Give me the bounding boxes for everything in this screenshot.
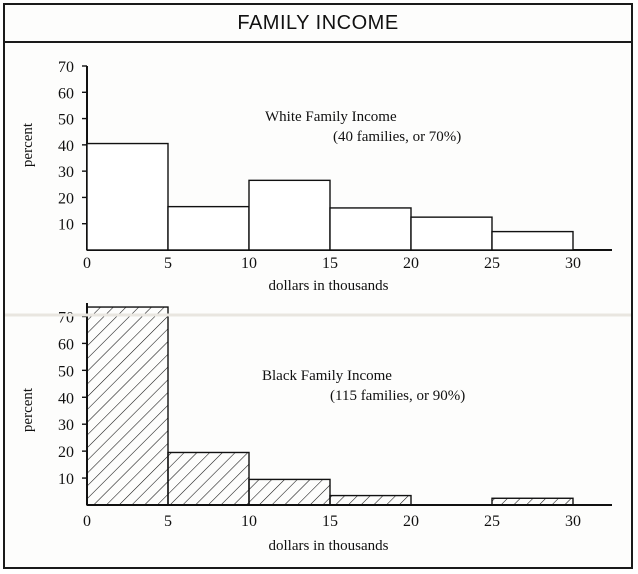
white-bar-0 [86,142,169,251]
black-y-tick-label-5: 60 [58,336,74,353]
white-y-tick-label-2: 30 [58,164,74,181]
white-bar-4 [410,216,493,251]
white-x-axis-label: dollars in thousands [269,278,389,294]
white-x-tick-label-0: 0 [83,255,91,272]
black-x-tick-label-1: 5 [164,513,172,530]
black-bar-1 [167,451,250,506]
page-title: FAMILY INCOME [5,5,631,43]
black-x-tick-label-6: 30 [565,513,581,530]
black-y-tick-label-4: 50 [58,363,74,380]
white-x-tick-label-4: 20 [403,255,419,272]
black-x-axis-label: dollars in thousands [269,538,389,554]
white-y-tick-label-4: 50 [58,112,74,129]
white-y-tick-label-3: 40 [58,138,74,155]
black-x-tick-label-4: 20 [403,513,419,530]
black-y-tick-label-3: 40 [58,390,74,407]
black-y-tick-label-1: 20 [58,444,74,461]
white-chart-title: White Family Income [265,109,397,125]
white-x-tick-label-5: 25 [484,255,500,272]
black-bar-2 [248,478,331,506]
white-y-tick-label-0: 10 [58,217,74,234]
black-chart-title: Black Family Income [262,368,392,384]
black-chart-subtitle: (115 families, or 90%) [330,388,465,404]
white-y-tick-label-6: 70 [58,59,74,76]
black-y-tick-label-2: 30 [58,417,74,434]
black-bar-5 [491,497,574,506]
black-y-tick-label-6: 70 [58,309,74,326]
black-x-tick-label-2: 10 [241,513,257,530]
white-y-tick-label-5: 60 [58,85,74,102]
white-x-tick-label-1: 5 [164,255,172,272]
white-x-tick-label-2: 10 [241,255,257,272]
white-bar-2 [248,179,331,251]
white-x-tick-label-6: 30 [565,255,581,272]
white-bar-5 [491,230,574,251]
black-bar-3 [329,494,412,506]
black-y-tick-label-0: 10 [58,471,74,488]
white-chart-subtitle: (40 families, or 70%) [333,129,461,145]
black-x-tick-label-5: 25 [484,513,500,530]
white-bar-3 [329,207,412,251]
black-x-tick-label-3: 15 [322,513,338,530]
black-bar-0 [86,306,169,506]
black-x-tick-label-0: 0 [83,513,91,530]
black-y-axis-label: percent [20,387,36,432]
white-y-axis-label: percent [20,122,36,167]
white-bar-1 [167,205,250,251]
white-y-tick-label-1: 20 [58,190,74,207]
white-x-tick-label-3: 15 [322,255,338,272]
